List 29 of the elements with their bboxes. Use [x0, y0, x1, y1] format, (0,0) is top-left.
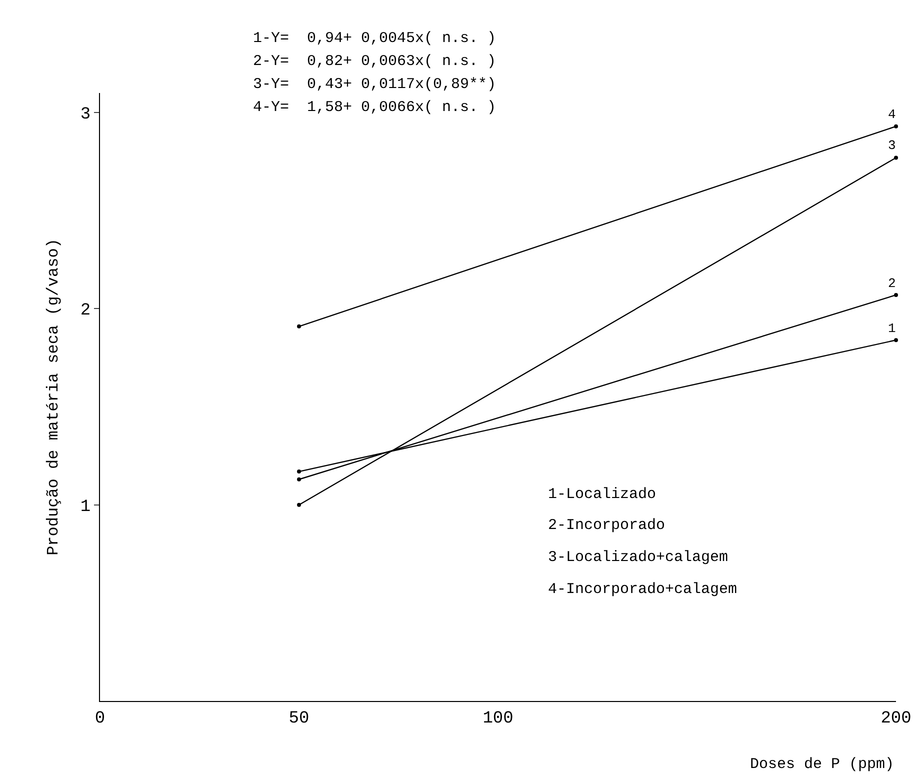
y-tick-label: 3	[80, 106, 91, 125]
series-label: 4	[888, 107, 896, 122]
x-tick-label: 0	[94, 709, 106, 728]
point	[297, 477, 301, 482]
annotation: 3-Localizado+calagem	[548, 549, 728, 566]
text: 1-Y= 0,94+ 0,0045x( n.s. )	[253, 30, 496, 47]
point	[894, 338, 898, 342]
point	[297, 502, 301, 507]
annotation: 2-Incorporado	[548, 517, 666, 534]
series-label: 1	[888, 321, 896, 336]
x-axis-title: Doses de P (ppm)	[750, 756, 894, 773]
point	[894, 124, 898, 128]
y-tick-label: 1	[80, 498, 91, 517]
text: 2-Y= 0,82+ 0,0063x( n.s. )	[253, 53, 496, 70]
annotation: 3-Y= 0,43+ 0,0117x(0,89**)	[253, 76, 496, 93]
x-tick-label: 200	[880, 709, 912, 728]
y-axis-title: Produção de matéria seca (g/vaso)	[44, 238, 62, 556]
point	[894, 156, 898, 160]
series-label: 3	[888, 138, 896, 153]
annotation: 4-Y= 1,58+ 0,0066x( n.s. )	[253, 99, 496, 116]
point	[297, 324, 301, 328]
x-tick-label: 50	[288, 709, 310, 728]
series-label: 2	[888, 276, 896, 291]
annotation: 1-Localizado	[548, 486, 656, 503]
point	[894, 293, 898, 298]
annotation: 4-Incorporado+calagem	[548, 581, 738, 598]
y-tick-label: 2	[80, 302, 91, 321]
point	[297, 470, 301, 474]
x-tick-label: 100	[482, 709, 514, 728]
